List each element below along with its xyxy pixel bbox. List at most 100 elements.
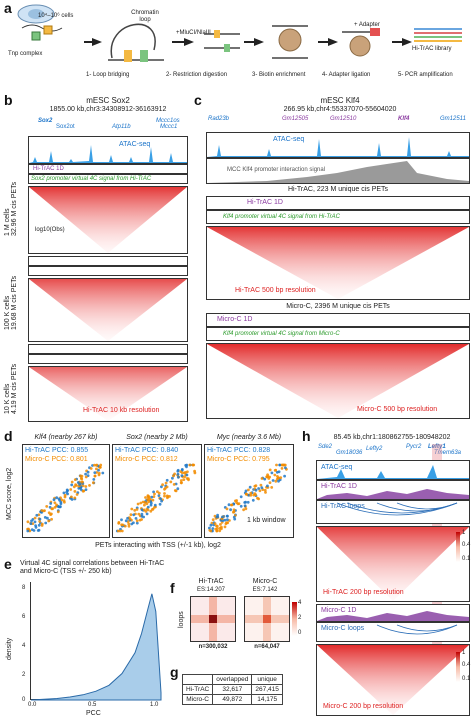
microc-point: [187, 478, 190, 482]
hitrac-point: [92, 478, 96, 481]
panel-h-coords: 85.45 kb,chr1:180862755-180948202: [333, 434, 451, 441]
table-cell: 49,872: [212, 694, 253, 705]
hitrac-point: [160, 485, 163, 489]
scatter-2-hitrac-pcc: Hi-TrAC PCC: 0.840: [115, 447, 179, 454]
hitrac-point: [132, 513, 136, 517]
microc-point: [247, 488, 250, 492]
microc-point: [40, 522, 44, 526]
microc-point: [263, 488, 267, 492]
microc-point: [135, 508, 139, 511]
microc-point: [179, 470, 183, 473]
row-10k-cells: 10 K cells: [4, 383, 11, 414]
panel-h-atac-signal: [317, 465, 469, 479]
table-row: Hi-TrAC 32,617 267,415: [181, 684, 283, 695]
panel-h-microc-res: Micro-C 200 bp resolution: [323, 703, 404, 710]
heatmap-triangle: [29, 279, 187, 341]
scatter-window-label: 1 kb window: [247, 517, 286, 524]
panel-c-hitrac-v4c-label: Klf4 promoter virtual 4C signal from Hi-…: [223, 214, 340, 220]
microc-point: [37, 513, 41, 517]
h-colorbar-top: [456, 532, 460, 562]
microc-point: [179, 479, 183, 482]
microc-point: [28, 529, 32, 533]
microc-point: [224, 522, 228, 526]
hitrac-point: [46, 516, 49, 520]
step-4: 4- Adapter ligation: [322, 72, 371, 78]
microc-point: [81, 489, 85, 493]
microc-point: [237, 502, 241, 506]
panel-c-hitrac-v4c-track: Klf4 promoter virtual 4C signal from Hi-…: [206, 210, 470, 224]
hitrac-point: [58, 505, 62, 509]
panel-e-title: Virtual 4C signal correlations between H…: [20, 560, 165, 575]
panel-b-resolution: Hi-TrAC 10 kb resolution: [83, 407, 160, 414]
hitrac-point: [86, 470, 90, 474]
hitrac-point: [180, 474, 184, 477]
microc-point: [138, 518, 142, 522]
hitrac-point: [134, 517, 138, 520]
microc-point: [139, 501, 143, 505]
microc-point: [182, 478, 186, 481]
microc-point: [45, 505, 49, 508]
microc-point: [172, 474, 175, 478]
panel-f-left-title: Hi-TrAC: [198, 578, 224, 585]
microc-point: [117, 521, 121, 525]
panel-e-xlabel: PCC: [86, 710, 101, 717]
microc-point: [80, 480, 84, 484]
complex-label: Tnp complex: [8, 51, 43, 57]
chromatin-loop-illustration: [108, 23, 164, 62]
microc-point: [156, 490, 159, 494]
hitrac-point: [176, 475, 180, 479]
microc-point: [213, 522, 217, 525]
panel-c-microc-heatmap: Micro-C 500 bp resolution: [206, 343, 470, 419]
microc-point: [249, 493, 253, 497]
microc-point: [193, 469, 196, 473]
panel-c-microc-header: Micro-C, 2396 M unique cis PETs: [286, 303, 390, 310]
heatmap-triangle: [29, 367, 187, 421]
hitrac-point: [35, 513, 39, 517]
microc-point: [219, 523, 222, 526]
hitrac-point: [33, 520, 37, 524]
microc-point: [211, 518, 215, 522]
hitrac-point: [180, 468, 184, 471]
scatter-3-hitrac-pcc: Hi-TrAC PCC: 0.828: [207, 447, 271, 454]
microc-point: [266, 475, 270, 478]
microc-point: [56, 510, 60, 514]
step-2: 2- Restriction digestion: [166, 72, 228, 78]
microc-point: [173, 489, 177, 492]
panel-b-log-label: log10(Obs): [35, 227, 65, 233]
hitrac-point: [146, 505, 150, 509]
hitrac-point: [44, 521, 48, 525]
overlap-table: overlapped unique Hi-TrAC 32,617 267,415…: [181, 674, 283, 705]
microc-point: [89, 467, 93, 470]
panel-c-atac-track: ATAC-seq: [206, 132, 470, 158]
microc-point: [127, 524, 131, 528]
microc-point: [169, 480, 173, 484]
hitrac-point: [97, 468, 100, 472]
hitrac-point: [176, 487, 180, 491]
density-curve: [30, 593, 162, 701]
panel-h-atac-label: ATAC-seq: [321, 464, 353, 471]
gene-tmem63a: Tmem63a: [434, 450, 462, 456]
row-1m-label: 1 M cells 32.96 M cis PETs: [4, 182, 18, 236]
panel-h-atac-track: ATAC-seq: [316, 460, 470, 480]
scatter-1-points: [26, 463, 105, 533]
h-scale-bot-01: 0.1: [462, 676, 471, 682]
panel-letter-g: g: [170, 664, 179, 680]
panel-h-hitrac-heatmap: Hi-TrAC 200 bp resolution: [316, 526, 470, 602]
microc-point: [264, 491, 267, 494]
panel-h-hitrac-loops-track: Hi-TrAC loops: [316, 500, 470, 524]
microc-point: [244, 507, 248, 511]
hitrac-point: [84, 488, 88, 491]
panel-b-heatmap-10k: Hi-TrAC 10 kb resolution: [28, 366, 188, 422]
gene-gm18036: Gm18036: [336, 450, 363, 456]
microc-point: [232, 508, 236, 512]
e-xtick-1: 1.0: [150, 702, 159, 708]
microc-point: [133, 509, 137, 512]
microc-point: [74, 483, 77, 486]
apa-hitrac-map: [191, 597, 235, 641]
density-plot: [30, 582, 162, 701]
library-illustration: [414, 28, 462, 42]
microc-point: [166, 496, 169, 500]
row-10k-pets: 4.19 M cis PETs: [11, 363, 18, 414]
microc-point: [168, 495, 171, 498]
hitrac-point: [176, 472, 180, 476]
